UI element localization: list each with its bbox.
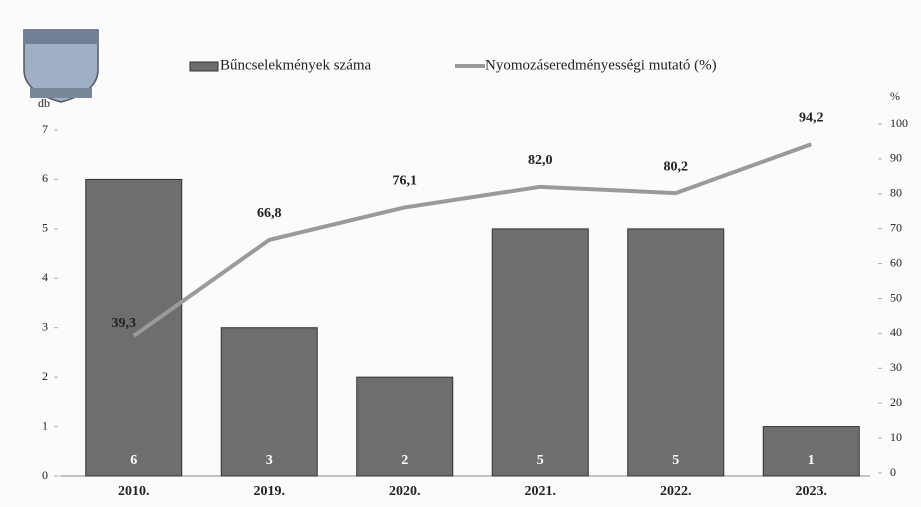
y-tick-label: 2 [42,369,48,383]
y-tick-label: 0 [42,468,48,482]
x-tick-label: 2022. [660,484,692,499]
y2-tick-label: 80 [890,186,902,200]
y-tick-label: 7 [42,122,48,136]
y2-tick-label: 40 [890,325,902,339]
y2-tick-label: 20 [890,395,902,409]
y-tick-label: 3 [42,319,48,333]
y-axis-label: db [38,96,50,110]
bar [491,228,589,477]
y2-tick-label: 100 [890,116,908,130]
bar-value-label: 2 [401,453,408,468]
y2-tick-label: 50 [890,290,902,304]
bar [356,376,454,477]
logo [23,29,99,103]
y-tick-label: 4 [42,270,48,284]
y-tick-label: 6 [42,171,48,185]
legend-swatch [189,61,219,72]
y2-axis-label: % [890,89,900,103]
bar-value-label: 5 [672,453,679,468]
bar [220,327,318,477]
x-tick-label: 2019. [254,484,286,499]
line-value-label: 82,0 [528,153,553,168]
y2-tick-label: 10 [890,430,902,444]
x-tick-label: 2023. [796,484,828,499]
y-tick-label: 5 [42,221,48,235]
line-value-label: 94,2 [799,110,824,125]
y2-tick-label: 60 [890,255,902,269]
x-tick-label: 2021. [525,484,557,499]
x-tick-label: 2020. [389,484,421,499]
y2-tick-label: 30 [890,360,902,374]
line-value-label: 39,3 [112,316,137,331]
legend-label: Nyomozáseredményességi mutató (%) [485,57,717,73]
bar-value-label: 6 [130,453,137,468]
line-value-label: 80,2 [664,159,689,174]
y-tick-label: 1 [42,418,48,432]
line [132,142,812,338]
line-value-label: 76,1 [393,174,418,189]
x-tick-label: 2010. [118,484,150,499]
legend-label: Bűncselekmények száma [220,57,372,73]
bar-value-label: 1 [808,453,815,468]
y2-tick-label: 0 [890,465,896,479]
y2-tick-label: 90 [890,151,902,165]
bar [627,228,725,477]
y2-tick-label: 70 [890,220,902,234]
line-value-label: 66,8 [257,206,282,221]
bar [85,178,183,477]
bar-value-label: 3 [266,453,273,468]
bar [762,426,860,477]
bar-value-label: 5 [537,453,544,468]
